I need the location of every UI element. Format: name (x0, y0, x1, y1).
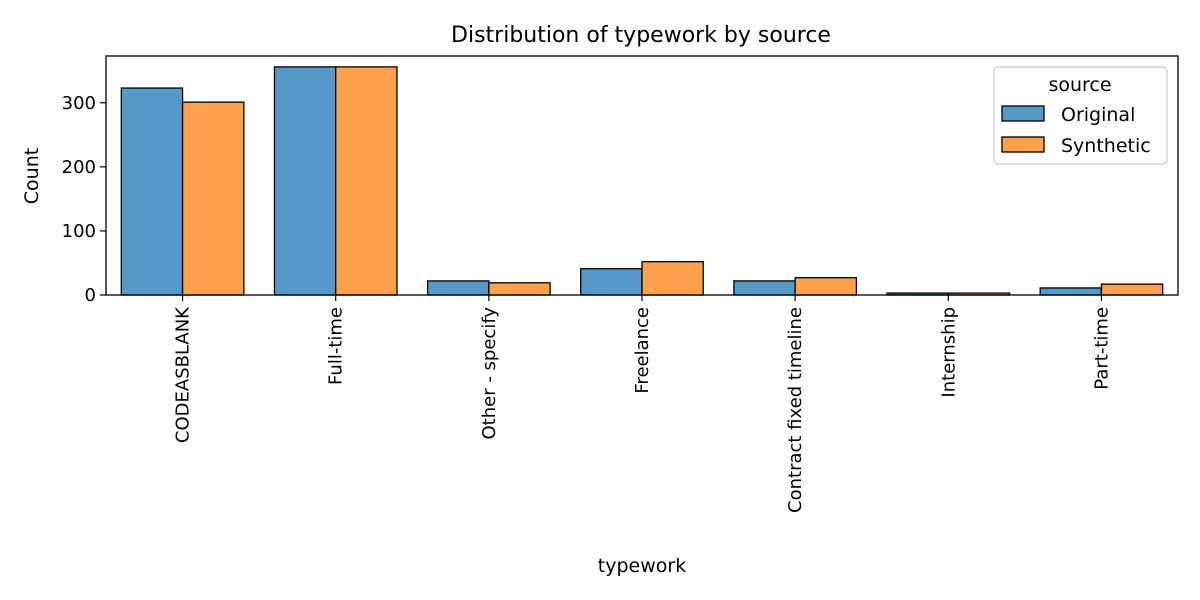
y-tick-label: 100 (62, 221, 96, 242)
y-axis: 0 100 200 300 (62, 93, 106, 306)
x-tick-label: Full-time (326, 307, 347, 385)
plot-frame (105, 55, 1179, 296)
legend-label-original: Original (1061, 104, 1135, 126)
legend-title: source (1048, 74, 1111, 96)
bar-synthetic-other-specify (488, 282, 551, 296)
bar-synthetic-codeasblank (181, 101, 245, 296)
bar-original-full-time (273, 66, 337, 296)
bar-original-contract-fixed-timeline (733, 280, 796, 296)
bar-synthetic-freelance (641, 261, 704, 296)
legend-swatch-synthetic (1001, 136, 1045, 153)
bar-original-codeasblank (120, 87, 184, 296)
bars (120, 66, 1164, 296)
bar-original-freelance (580, 268, 643, 296)
bar-original-other-specify (426, 280, 490, 296)
x-tick-label: CODEASBLANK (173, 306, 194, 443)
bar-synthetic-part-time (1100, 283, 1164, 296)
chart-title: Distribution of typework by source (451, 23, 831, 48)
bar-original-part-time (1039, 287, 1103, 296)
x-tick-label: Internship (938, 307, 959, 398)
legend: source Original Synthetic (993, 66, 1168, 165)
y-tick-label: 300 (62, 93, 96, 114)
x-tick-label: Other - specify (479, 307, 500, 440)
legend-label-synthetic: Synthetic (1061, 135, 1151, 157)
y-axis-label: Count (21, 148, 43, 204)
y-tick-label: 200 (62, 157, 96, 178)
y-tick-label: 0 (85, 285, 96, 306)
bar-synthetic-contract-fixed-timeline (794, 277, 858, 296)
x-axis-label: typework (598, 555, 686, 577)
x-tick-label: Part-time (1091, 307, 1112, 390)
x-axis: CODEASBLANK Full-time Other - specify Freel… (173, 295, 1112, 513)
legend-swatch-original (1001, 105, 1045, 122)
x-tick-label: Freelance (632, 307, 653, 394)
bar-synthetic-full-time (335, 66, 398, 296)
x-tick-label: Contract fixed timeline (785, 307, 806, 513)
